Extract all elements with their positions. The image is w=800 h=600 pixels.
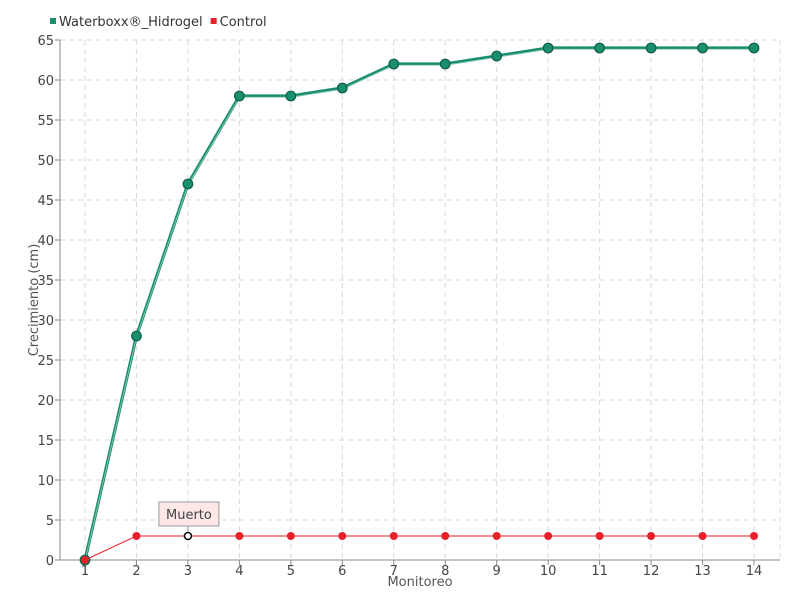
y-tick-label: 60 bbox=[37, 74, 54, 89]
series-layer bbox=[79, 42, 760, 566]
data-point bbox=[441, 532, 450, 540]
x-tick-label: 3 bbox=[184, 564, 192, 579]
x-tick-label: 5 bbox=[287, 564, 295, 579]
y-tick-label: 50 bbox=[37, 154, 54, 169]
series-line-highlight bbox=[84, 48, 754, 562]
y-tick-label: 5 bbox=[46, 514, 54, 529]
data-point bbox=[132, 532, 141, 540]
data-point bbox=[645, 42, 657, 54]
data-point bbox=[750, 532, 758, 540]
annotation-label: Muerto bbox=[166, 508, 212, 523]
y-tick-label: 0 bbox=[46, 554, 54, 569]
series-control bbox=[81, 531, 758, 564]
y-tick-label: 55 bbox=[37, 114, 54, 129]
x-tick-label: 6 bbox=[338, 564, 346, 579]
x-tick-label: 13 bbox=[694, 564, 711, 579]
data-point bbox=[81, 556, 89, 564]
data-point bbox=[285, 90, 297, 102]
x-tick-label: 11 bbox=[591, 564, 608, 579]
data-point bbox=[491, 50, 503, 62]
y-tick-label: 10 bbox=[37, 474, 54, 489]
data-point bbox=[336, 82, 348, 94]
x-tick-label: 8 bbox=[441, 564, 449, 579]
x-tick-label: 9 bbox=[493, 564, 501, 579]
data-point bbox=[233, 90, 245, 102]
y-tick-label: 30 bbox=[37, 314, 54, 329]
data-point bbox=[439, 58, 451, 70]
legend: Waterboxx®_Hidrogel Control bbox=[50, 15, 267, 30]
data-point bbox=[388, 58, 400, 70]
data-point bbox=[338, 532, 347, 540]
data-point bbox=[389, 532, 398, 540]
y-tick-label: 40 bbox=[37, 234, 54, 249]
data-point bbox=[594, 42, 606, 54]
y-tick-label: 35 bbox=[37, 274, 54, 289]
data-point bbox=[697, 42, 708, 54]
y-tick-label: 20 bbox=[37, 394, 54, 409]
annotation: Muerto bbox=[158, 501, 220, 532]
data-point bbox=[595, 532, 604, 540]
data-point bbox=[544, 532, 553, 540]
x-tick-label: 7 bbox=[390, 564, 398, 579]
y-tick-label: 15 bbox=[37, 434, 54, 449]
annotation-box bbox=[158, 501, 220, 527]
series-line bbox=[83, 46, 754, 561]
y-tick-label: 65 bbox=[37, 34, 54, 49]
data-point bbox=[647, 532, 656, 540]
y-tick-label: 45 bbox=[37, 194, 54, 209]
data-point bbox=[698, 532, 707, 540]
x-tick-label: 1 bbox=[81, 564, 89, 579]
data-point bbox=[286, 532, 295, 540]
x-tick-label: 10 bbox=[540, 564, 557, 579]
data-point bbox=[542, 42, 554, 54]
legend-label: Waterboxx®_Hidrogel bbox=[59, 15, 203, 30]
series-waterboxx-hidrogel bbox=[79, 42, 760, 566]
x-axis-title: Monitoreo bbox=[387, 575, 452, 590]
x-tick-label: 2 bbox=[132, 564, 140, 579]
data-point bbox=[235, 532, 244, 540]
data-point bbox=[182, 178, 194, 190]
x-tick-label: 12 bbox=[643, 564, 660, 579]
legend-swatch bbox=[210, 18, 217, 24]
data-point-highlighted bbox=[183, 531, 193, 541]
x-tick-label: 14 bbox=[746, 564, 763, 579]
x-tick-label: 4 bbox=[235, 564, 243, 579]
data-point bbox=[492, 532, 501, 540]
grid bbox=[60, 39, 781, 560]
legend-swatch bbox=[50, 18, 56, 24]
data-point bbox=[131, 330, 142, 342]
y-tick-label: 25 bbox=[37, 354, 54, 369]
y-axis-title: Crecimiento (cm) bbox=[27, 244, 42, 357]
data-point bbox=[748, 42, 760, 54]
series-line bbox=[84, 535, 754, 561]
legend-label: Control bbox=[220, 15, 267, 30]
